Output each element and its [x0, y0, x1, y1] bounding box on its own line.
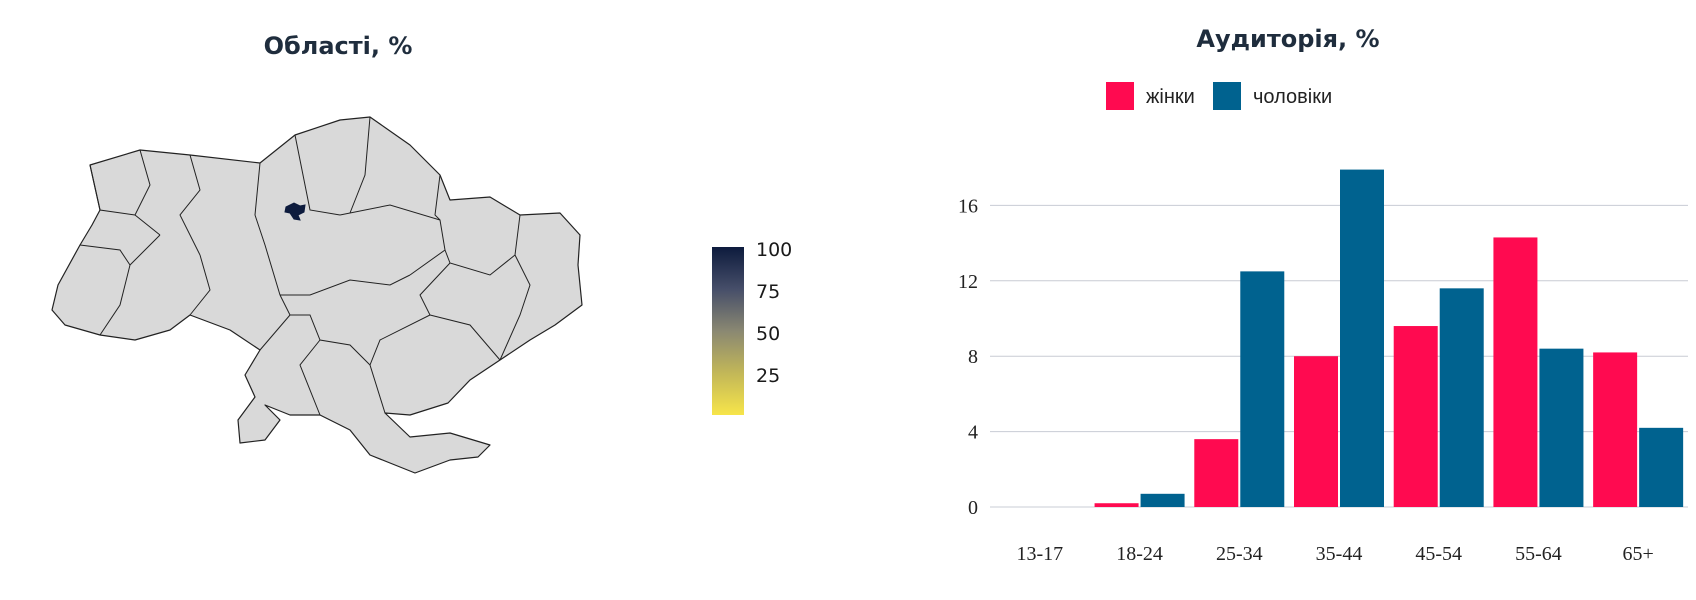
region-border [179, 154, 201, 256]
region-border [79, 244, 131, 266]
region-border [349, 116, 371, 214]
region-border [299, 339, 321, 416]
region-border [99, 234, 161, 336]
bar [1240, 271, 1285, 507]
map-title: Області, % [263, 32, 413, 60]
colorbar-legend: 100 75 50 25 [712, 239, 802, 417]
bar [1393, 326, 1438, 507]
ukraine-map [51, 116, 583, 474]
x-tick-label: 18-24 [1116, 543, 1163, 565]
region-border [259, 314, 291, 351]
x-tick-label: 65+ [1623, 543, 1654, 565]
region-border [499, 254, 531, 361]
region-border [444, 214, 521, 276]
ukraine-outline [51, 116, 583, 474]
region-border [429, 314, 501, 361]
y-tick-label: 0 [968, 497, 978, 519]
y-tick-label: 4 [968, 422, 978, 444]
bar [1493, 237, 1538, 507]
bar-legend: жінки чоловіки [1106, 82, 1332, 110]
x-tick-label: 13-17 [1017, 543, 1064, 565]
region-border [189, 254, 211, 316]
region-border [434, 174, 441, 221]
bar-chart-title: Аудиторія, % [1196, 25, 1380, 53]
bar [1539, 348, 1584, 507]
colorbar-tick: 25 [756, 365, 781, 387]
bar [1340, 169, 1384, 507]
colorbar [712, 247, 744, 415]
y-tick-label: 8 [968, 346, 978, 368]
x-tick-label: 25-34 [1216, 543, 1263, 565]
region-border [369, 262, 451, 414]
colorbar-tick: 50 [756, 323, 781, 345]
bar [1593, 352, 1638, 507]
bar [1439, 288, 1484, 507]
audience-bar-chart: жінки чоловіки 0 4 8 12 16 13-17 18-24 25-34 35-… [958, 82, 1688, 565]
legend-label: жінки [1146, 86, 1195, 108]
x-tick-label: 35-44 [1316, 543, 1363, 565]
colorbar-tick: 75 [756, 281, 781, 303]
bar [1639, 427, 1684, 507]
bar [1140, 493, 1185, 507]
x-tick-label: 45-54 [1415, 543, 1462, 565]
legend-swatch [1106, 82, 1134, 110]
x-tick-label: 55-64 [1515, 543, 1562, 565]
bars [1094, 169, 1684, 507]
legend-label: чоловіки [1253, 86, 1332, 108]
y-tick-label: 16 [958, 195, 978, 217]
region-border [280, 274, 411, 296]
y-tick-label: 12 [958, 271, 978, 293]
bar [1094, 503, 1139, 507]
region-border [134, 149, 161, 236]
bar [1294, 356, 1338, 507]
region-border [89, 164, 136, 216]
region-border [254, 162, 281, 296]
legend-swatch [1213, 82, 1241, 110]
x-axis-labels: 13-17 18-24 25-34 35-44 45-54 55-64 65+ [1017, 543, 1654, 565]
colorbar-tick: 100 [756, 239, 793, 261]
bar [1194, 439, 1239, 507]
region-border [294, 134, 341, 216]
kyiv-city-region [284, 202, 306, 221]
region-border [279, 294, 371, 366]
